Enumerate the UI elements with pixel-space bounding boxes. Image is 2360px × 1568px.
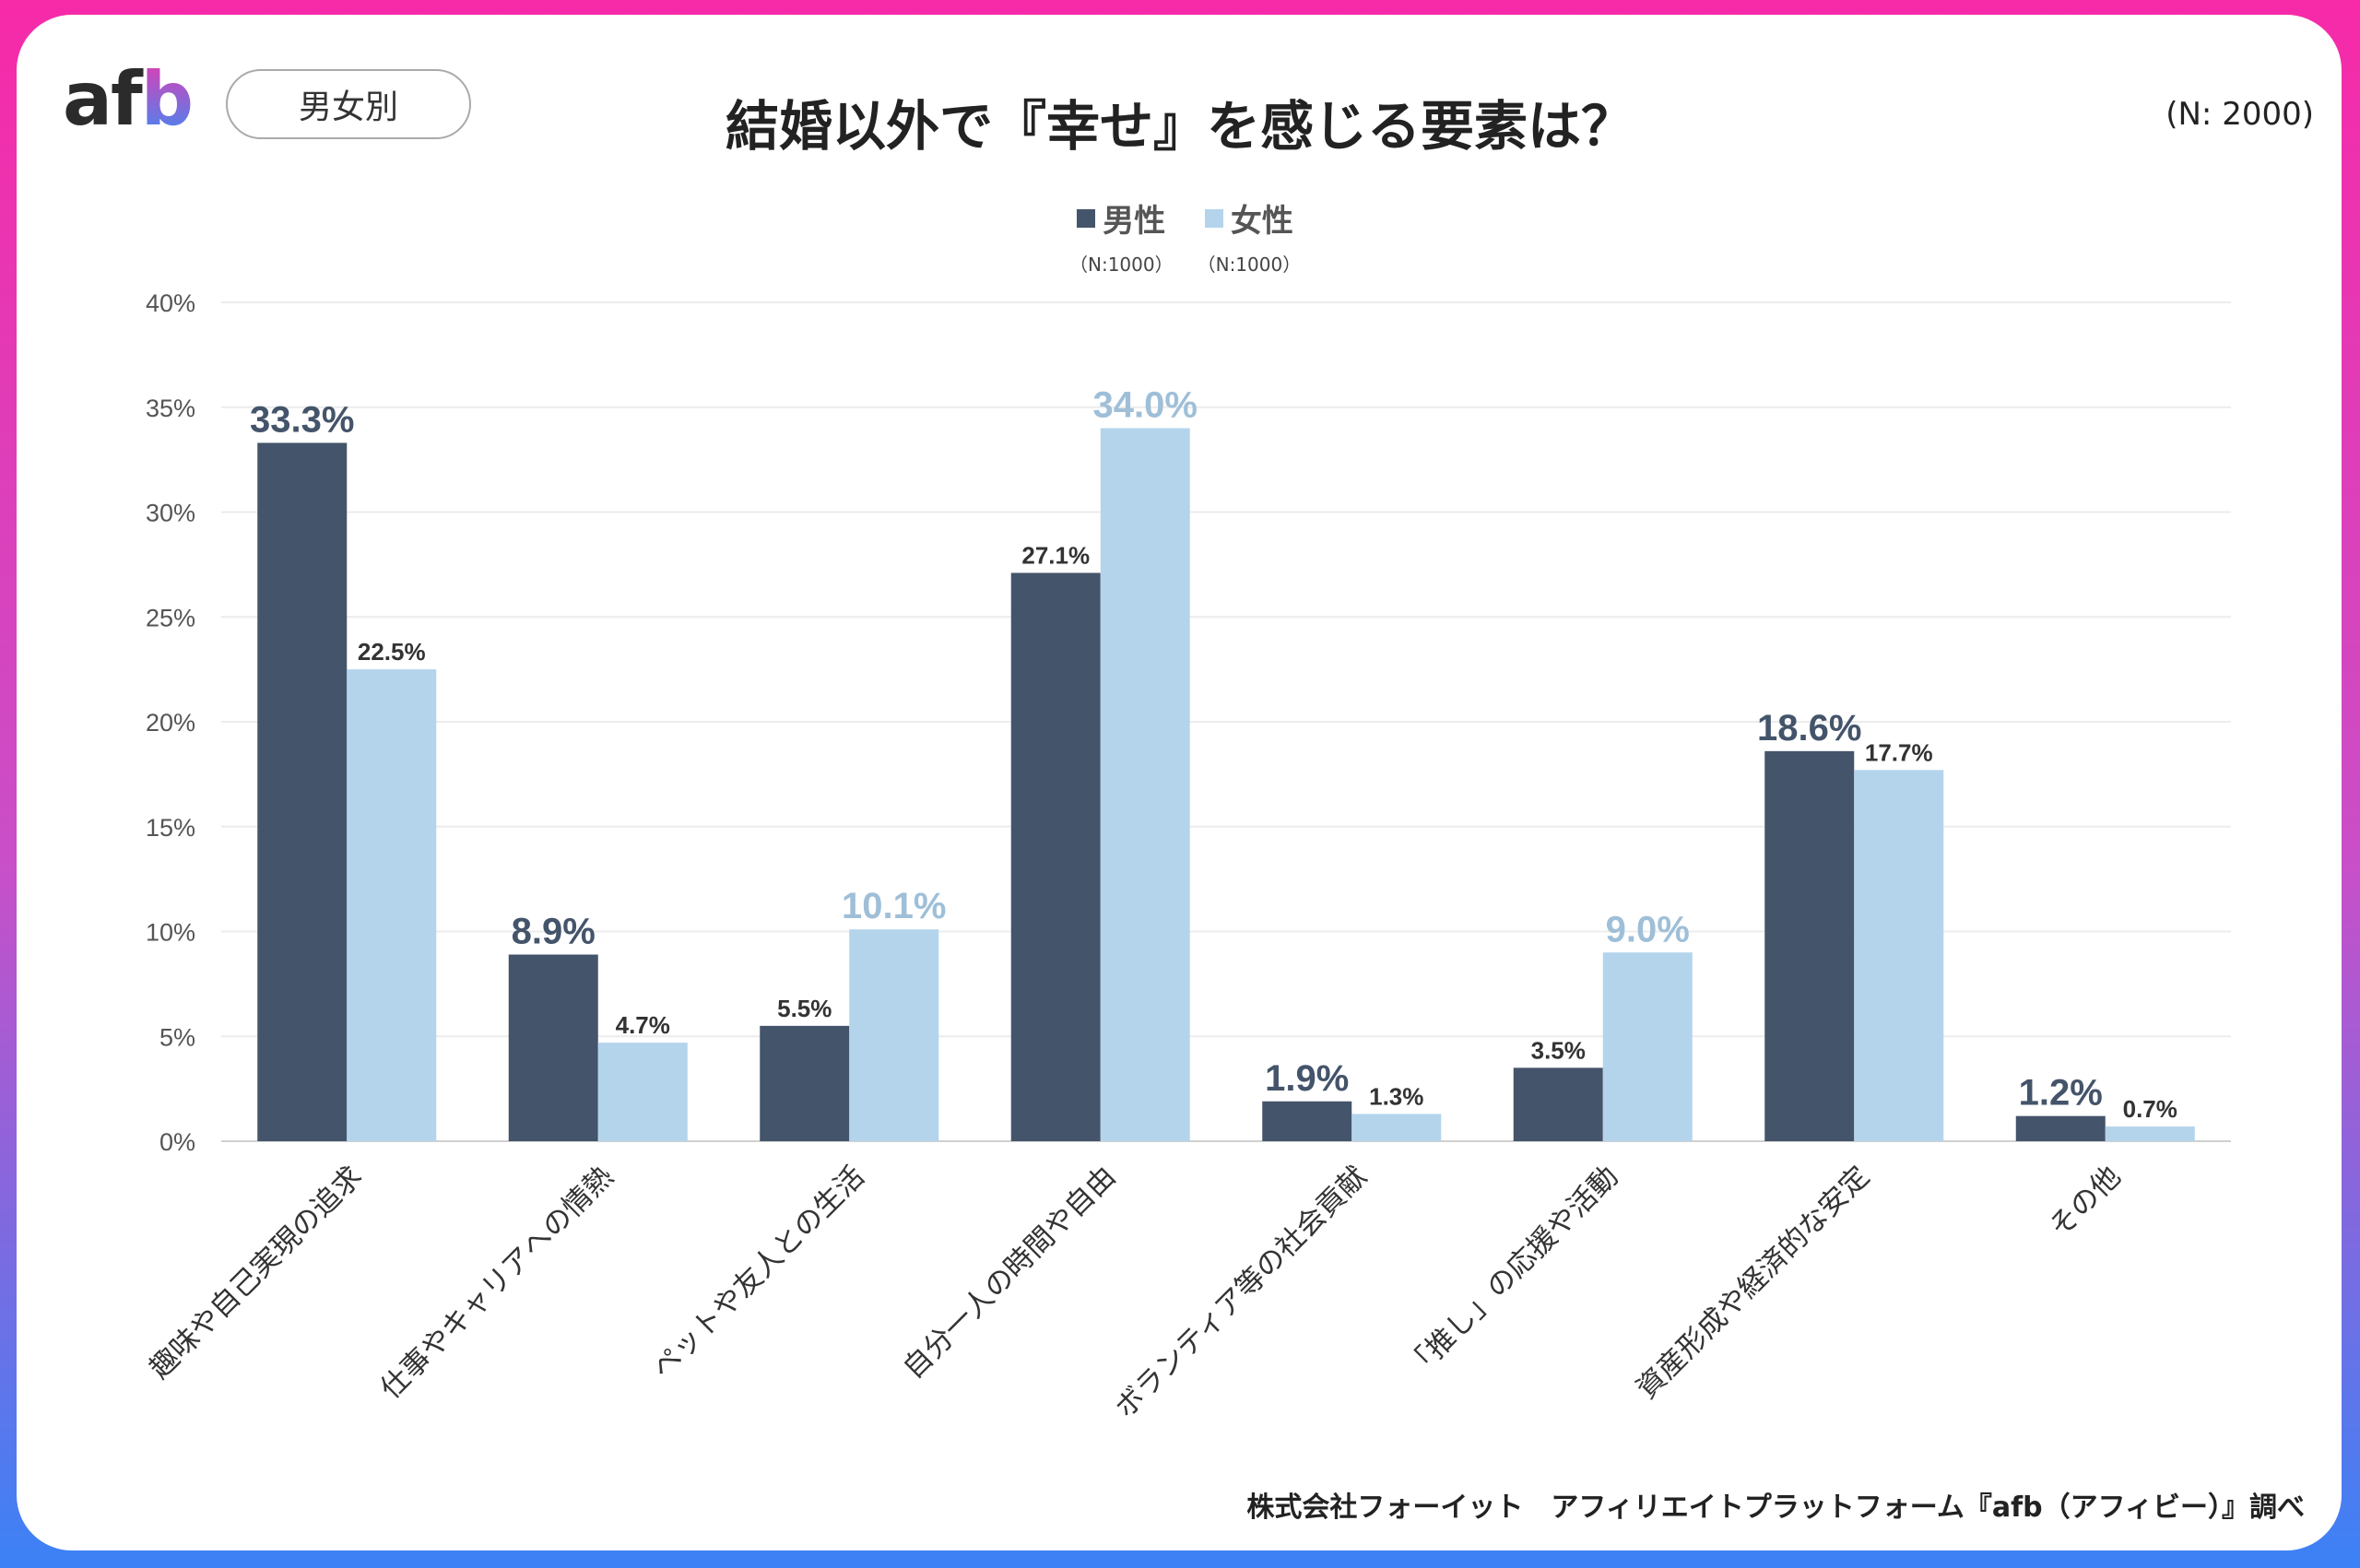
legend-swatch-male <box>1077 208 1096 228</box>
x-tick-label: 仕事やキャリアへの情熱 <box>374 1160 620 1406</box>
y-tick-label: 35% <box>146 395 195 422</box>
x-tick-label: ボランティア等の社会貢献 <box>1109 1160 1374 1424</box>
legend-n-male: （N:1000） <box>1069 253 1174 276</box>
data-label-female: 0.7% <box>2123 1095 2177 1123</box>
y-tick-label: 40% <box>146 289 195 317</box>
bar-male <box>1513 1067 1603 1141</box>
x-tick-label: 趣味や自己実現の追求 <box>143 1160 369 1385</box>
x-tick-label: その他 <box>2043 1160 2127 1244</box>
legend-item-male: 男性 （N:1000） <box>1069 195 1174 277</box>
data-label-female: 10.1% <box>842 886 946 926</box>
data-label-male: 3.5% <box>1531 1036 1586 1064</box>
bar-male <box>257 442 348 1141</box>
bar-female <box>1100 428 1190 1141</box>
data-label-female: 34.0% <box>1093 385 1198 426</box>
legend-label-male: 男性 <box>1103 203 1166 240</box>
data-label-female: 9.0% <box>1606 909 1690 949</box>
legend-label-female: 女性 <box>1230 203 1293 240</box>
y-tick-label: 15% <box>146 814 195 842</box>
data-label-male: 5.5% <box>777 995 832 1022</box>
legend: 男性 （N:1000） 女性 （N:1000） <box>1069 195 1301 277</box>
y-tick-label: 25% <box>146 604 195 631</box>
data-label-male: 8.9% <box>512 912 596 952</box>
bar-male <box>1764 750 1855 1141</box>
bar-male <box>760 1025 850 1141</box>
y-tick-label: 0% <box>159 1128 195 1156</box>
legend-swatch-female <box>1204 208 1223 228</box>
legend-item-female: 女性 （N:1000） <box>1198 195 1302 277</box>
data-label-female: 17.7% <box>1865 738 1933 766</box>
x-tick-label: 「推し」の応援や活動 <box>1399 1160 1625 1385</box>
data-label-male: 33.3% <box>250 399 354 440</box>
bar-female <box>1351 1114 1442 1141</box>
bar-female <box>1854 770 1944 1141</box>
y-tick-label: 20% <box>146 709 195 737</box>
total-sample-size: (N: 2000) <box>2165 96 2314 133</box>
source-note: 株式会社フォーイット アフィリエイトプラットフォーム『afb（アフィビー）』調べ <box>1246 1491 2305 1524</box>
y-tick-label: 30% <box>146 500 195 527</box>
bar-female <box>2105 1126 2195 1141</box>
data-label-male: 27.1% <box>1021 541 1090 569</box>
bar-female <box>1602 952 1693 1141</box>
data-label-female: 4.7% <box>616 1011 670 1039</box>
data-label-female: 22.5% <box>358 638 426 666</box>
bar-male <box>508 954 598 1141</box>
x-tick-label: ペットや友人との生活 <box>645 1160 870 1385</box>
x-tick-label: 自分一人の時間や自由 <box>897 1160 1123 1385</box>
bar-female <box>849 929 939 1141</box>
segment-badge: 男女別 <box>226 69 471 139</box>
afb-logo: afb <box>63 56 194 142</box>
bar-male <box>1010 572 1101 1141</box>
legend-n-female: （N:1000） <box>1197 253 1302 276</box>
y-tick-label: 5% <box>159 1023 195 1051</box>
y-tick-label: 10% <box>146 919 195 947</box>
bar-female <box>347 669 437 1141</box>
bar-female <box>597 1043 688 1141</box>
data-label-male: 18.6% <box>1757 708 1861 749</box>
chart-title: 結婚以外で『幸せ』を感じる要素は？ <box>725 95 1634 158</box>
data-label-male: 1.9% <box>1265 1058 1349 1099</box>
x-tick-label: 資産形成や経済的な安定 <box>1630 1160 1876 1406</box>
data-label-male: 1.2% <box>2019 1073 2103 1114</box>
data-label-female: 1.3% <box>1369 1082 1423 1110</box>
bar-male <box>1262 1101 1352 1141</box>
bar-male <box>2015 1115 2106 1141</box>
